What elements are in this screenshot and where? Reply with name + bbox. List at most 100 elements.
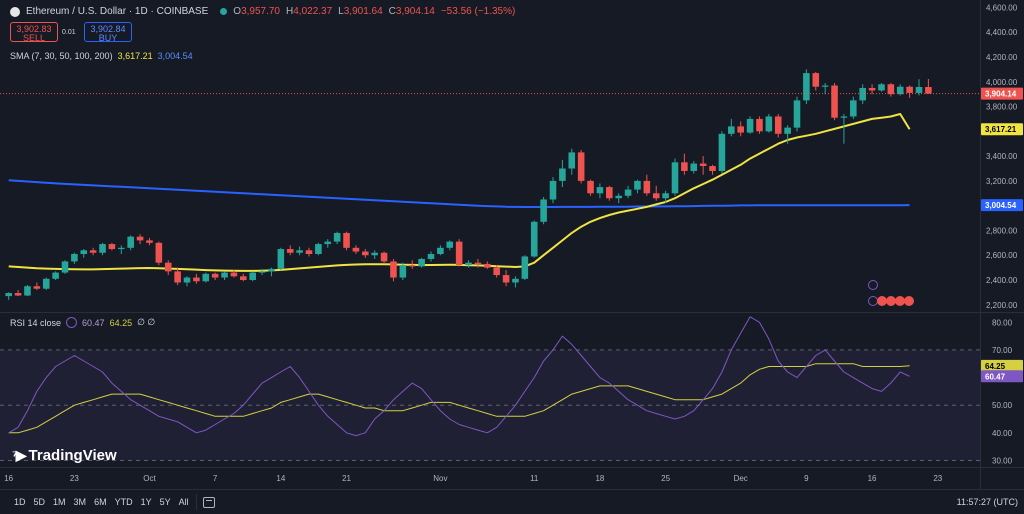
rsi-ma-last-label-bg <box>981 359 1023 372</box>
candle-body <box>615 195 622 199</box>
price-tick-label: 4,200.00 <box>986 53 1018 62</box>
calendar-icon[interactable] <box>202 496 215 508</box>
sma-legend[interactable]: SMA (7, 30, 50, 100, 200) 3,617.21 3,004… <box>10 51 193 61</box>
candle-body <box>146 240 153 243</box>
sell-button[interactable]: 3,902.83 SELL <box>10 22 58 43</box>
candle-body <box>896 86 904 95</box>
candle-body <box>202 273 210 282</box>
range-button-3m[interactable]: 3M <box>73 497 87 507</box>
sma-slow-label-bg <box>981 199 1023 212</box>
tradingview-mark-icon: ⁷▶ <box>12 447 26 463</box>
tradingview-logo[interactable]: ⁷▶ TradingView <box>12 447 117 464</box>
time-tick-label: 7 <box>213 474 218 483</box>
candle-body <box>512 278 519 283</box>
range-button-5y[interactable]: 5Y <box>159 497 171 507</box>
news-icon[interactable] <box>904 296 914 306</box>
rsi-ma-last-label: 64.25 <box>985 362 1006 371</box>
candle-body <box>343 232 350 248</box>
price-tick-label: 4,400.00 <box>986 28 1018 37</box>
news-icon[interactable] <box>895 296 905 306</box>
market-status-icon <box>220 8 228 15</box>
candle-body <box>408 265 416 267</box>
range-button-ytd[interactable]: YTD <box>114 497 133 507</box>
close-value: 3,904.14 <box>395 6 435 17</box>
candle-body <box>484 263 491 268</box>
rsi-tick-label: 70.00 <box>992 346 1013 355</box>
rsi-legend-extra: ∅ ∅ <box>137 317 156 327</box>
candle-body <box>521 256 529 279</box>
sma-fast-label: 3,617.21 <box>985 125 1017 134</box>
sell-label: SELL <box>22 33 46 43</box>
candle-body <box>455 241 463 266</box>
range-button-1d[interactable]: 1D <box>14 497 26 507</box>
candle-body <box>587 180 594 194</box>
candle-body <box>80 250 88 255</box>
range-button-6m[interactable]: 6M <box>94 497 107 507</box>
candle-body <box>5 293 12 297</box>
candle-body <box>803 73 810 101</box>
bottom-toolbar: 1D 5D 1M 3M 6M YTD 1Y 5Y All 11:57:27 (UTC) <box>0 490 1024 514</box>
candle-body <box>718 133 726 171</box>
event-icon[interactable] <box>868 280 878 290</box>
sell-price: 3,902.83 <box>16 24 52 34</box>
sma-slow-label: 3,004.54 <box>985 201 1017 210</box>
range-button-1m[interactable]: 1M <box>53 497 66 507</box>
indicator-icon <box>66 317 78 328</box>
candle-body <box>371 252 378 256</box>
candle-body <box>89 250 97 253</box>
range-buttons: 1D 5D 1M 3M 6M YTD 1Y 5Y All <box>0 497 189 507</box>
rsi-tick-label: 80.00 <box>992 318 1013 327</box>
candle-body <box>634 180 641 190</box>
candle-body <box>925 87 932 94</box>
candle-body <box>52 272 59 279</box>
candle-body <box>793 100 801 128</box>
range-button-5d[interactable]: 5D <box>33 497 46 507</box>
candle-body <box>681 162 688 171</box>
candle-body <box>296 250 303 253</box>
candle-body <box>277 249 285 269</box>
candle-body <box>530 221 538 257</box>
symbol-header: Ethereum / U.S. Dollar · 1D · COINBASE O… <box>10 6 515 17</box>
rsi-tick-label: 50.00 <box>992 401 1013 410</box>
candle-body <box>183 277 191 283</box>
rsi-last-label: 60.47 <box>985 372 1006 381</box>
time-tick-label: 14 <box>276 474 285 483</box>
price-tick-label: 2,600.00 <box>986 251 1018 260</box>
news-icon[interactable] <box>877 296 887 306</box>
candle-body <box>164 262 172 272</box>
buy-button[interactable]: 3,902.84 BUY <box>84 22 132 43</box>
rsi-legend[interactable]: RSI 14 close 60.47 64.25 ∅ ∅ <box>10 317 155 328</box>
candle-body <box>362 251 369 256</box>
candle-body <box>42 278 50 289</box>
candle-body <box>33 286 41 289</box>
time-tick-label: 23 <box>933 474 942 483</box>
time-tick-label: 21 <box>342 474 351 483</box>
range-button-1y[interactable]: 1Y <box>140 497 152 507</box>
candle-body <box>61 261 69 273</box>
rsi-last-label-bg <box>981 370 1023 383</box>
candle-body <box>774 116 782 134</box>
candle-body <box>887 84 895 95</box>
candle-body <box>352 247 360 252</box>
range-button-all[interactable]: All <box>178 497 189 507</box>
high-value: 4,022.37 <box>293 6 333 17</box>
rsi-tick-label: 40.00 <box>992 429 1013 438</box>
candle-body <box>24 286 31 296</box>
clock-display[interactable]: 11:57:27 (UTC) <box>956 497 1018 507</box>
candle-body <box>315 244 322 255</box>
candle-body <box>118 247 125 250</box>
price-tick-label: 3,200.00 <box>986 177 1018 186</box>
candle-body <box>784 127 791 134</box>
news-icon[interactable] <box>886 296 896 306</box>
candle-body <box>671 162 679 194</box>
price-tick-label: 3,800.00 <box>986 103 1018 112</box>
candle-body <box>559 168 566 181</box>
candle-body <box>662 193 669 199</box>
ethereum-icon <box>10 6 20 17</box>
candle-body <box>652 193 660 199</box>
symbol-title[interactable]: Ethereum / U.S. Dollar · 1D · COINBASE <box>26 6 209 17</box>
rsi-line <box>8 316 910 437</box>
sma-legend-slow: 3,004.54 <box>157 51 193 61</box>
candle-body <box>249 272 256 281</box>
